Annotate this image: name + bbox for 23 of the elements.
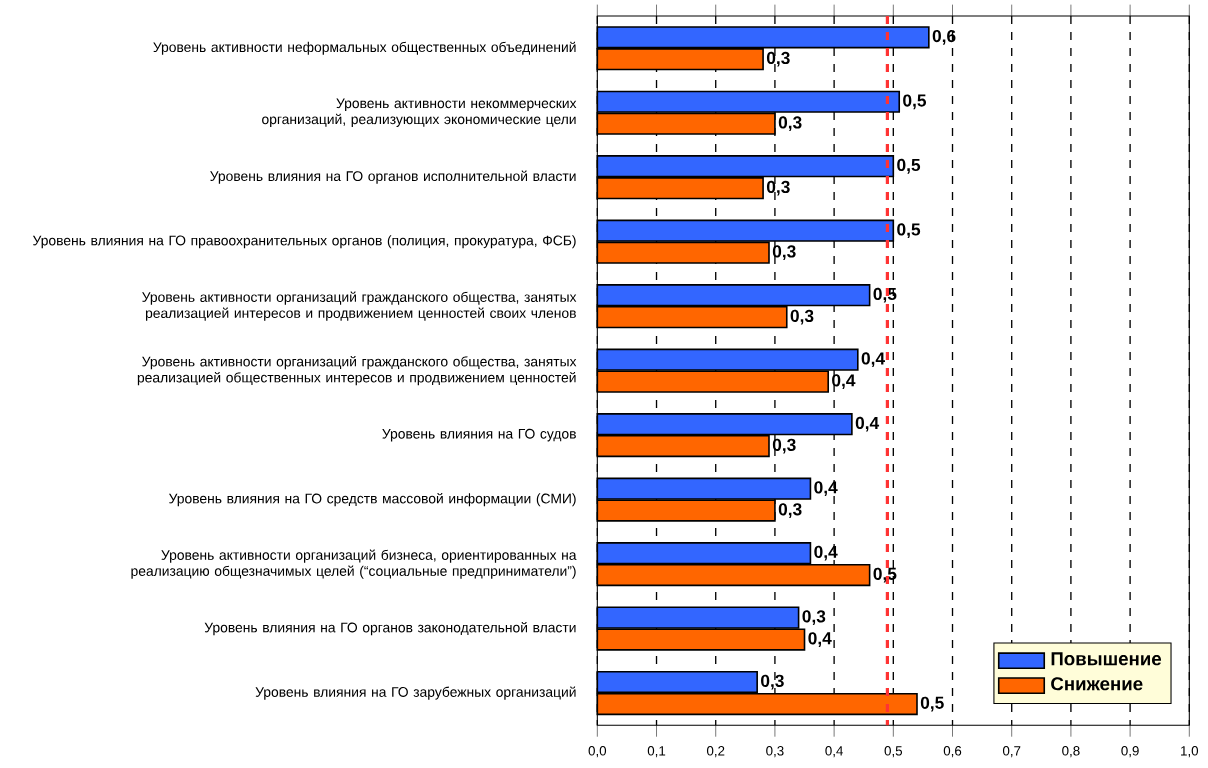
data-label: 0,3	[802, 610, 826, 626]
data-label: 0,3	[772, 438, 796, 454]
data-label: 0,3	[761, 674, 784, 690]
data-label: 0,4	[861, 352, 885, 368]
data-label: 0,3	[766, 180, 790, 196]
data-label: 0,4	[814, 545, 838, 561]
legend-label: Снижение	[1051, 677, 1143, 691]
data-label: 0,5	[897, 223, 921, 239]
legend-label: Повышение	[1051, 652, 1162, 666]
data-label: 0,4	[814, 481, 838, 497]
data-label: 0,3	[766, 51, 790, 67]
data-label: 0,4	[832, 374, 856, 389]
data-label: 0,5	[897, 158, 921, 174]
data-label: 0,3	[790, 309, 814, 325]
data-label: 0,6	[932, 29, 956, 45]
data-label: 0,3	[778, 503, 802, 518]
data-label: 0,5	[873, 567, 897, 583]
data-label: 0,3	[772, 245, 796, 261]
data-label: 0,3	[778, 116, 802, 132]
data-label: 0,5	[903, 94, 927, 110]
data-label: 0,5	[920, 696, 944, 712]
data-label: 0,4	[808, 632, 832, 647]
data-label: 0,4	[855, 416, 880, 432]
